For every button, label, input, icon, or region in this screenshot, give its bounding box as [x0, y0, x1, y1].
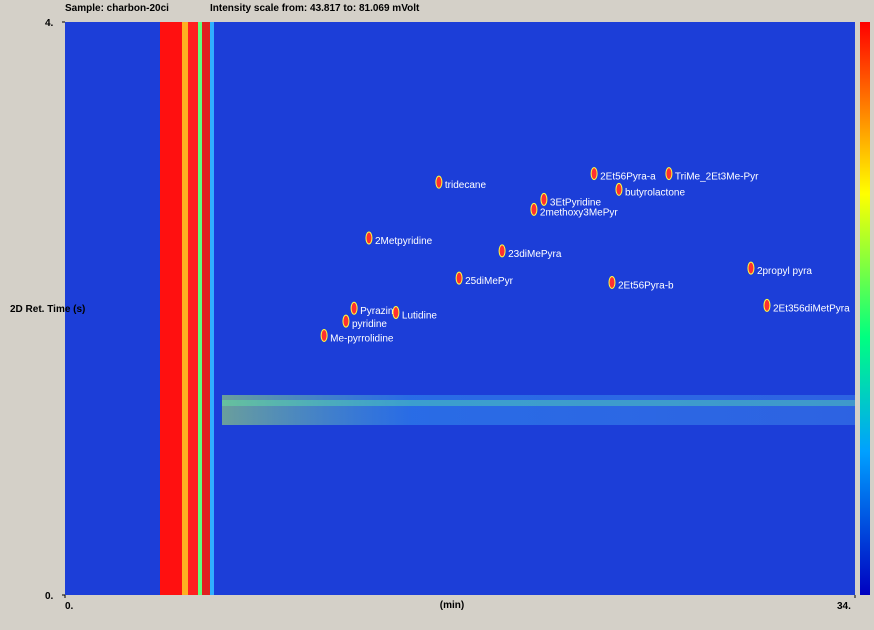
- peak-label: 25diMePyr: [465, 276, 513, 287]
- peak-spot: [321, 329, 327, 341]
- peak-label: 2methoxy3MePyr: [540, 207, 618, 218]
- peak-label: tridecane: [445, 180, 487, 191]
- peak-spot: [436, 176, 442, 188]
- peak-spot: [609, 276, 615, 288]
- peak-spot: [456, 272, 462, 284]
- chart: Sample: charbon-20ci Intensity scale fro…: [0, 0, 874, 625]
- peak-spot: [591, 168, 597, 180]
- peak-label: 23diMePyra: [508, 249, 562, 260]
- peak-spot: [764, 299, 770, 311]
- peak-label: Me-pyrrolidine: [330, 333, 394, 344]
- peak-spot: [343, 315, 349, 327]
- peak-spot: [366, 232, 372, 244]
- peak-spot: [666, 168, 672, 180]
- color-bar: [860, 22, 870, 595]
- y-axis-label: 2D Ret. Time (s): [10, 304, 85, 315]
- x-tick-label: 34.: [837, 601, 851, 612]
- peak-spot: [748, 262, 754, 274]
- solvent-band: [182, 22, 188, 595]
- solvent-band: [198, 22, 202, 595]
- y-tick-label: 4.: [45, 18, 54, 29]
- peak-label: TriMe_2Et3Me-Pyr: [675, 172, 759, 183]
- peak-spot: [531, 203, 537, 215]
- x-axis-label: (min): [440, 600, 464, 611]
- peak-spot: [541, 193, 547, 205]
- solvent-band: [188, 22, 198, 595]
- solvent-band: [210, 22, 214, 595]
- solvent-band: [160, 22, 182, 595]
- chart-subtitle: Intensity scale from: 43.817 to: 81.069 …: [210, 3, 420, 14]
- peak-label: 2Et56Pyra-b: [618, 280, 674, 291]
- chart-title: Sample: charbon-20ci: [65, 3, 169, 14]
- peak-label: 2propyl pyra: [757, 266, 812, 277]
- y-tick-label: 0.: [45, 591, 54, 602]
- peak-label: Lutidine: [402, 311, 437, 322]
- peak-spot: [499, 245, 505, 257]
- peak-label: 2Et356diMetPyra: [773, 303, 850, 314]
- peak-label: butyrolactone: [625, 187, 685, 198]
- peak-label: pyridine: [352, 319, 387, 330]
- bleed-streak: [222, 400, 855, 406]
- peak-spot: [616, 183, 622, 195]
- peak-spot: [393, 307, 399, 319]
- bleed-streak: [222, 395, 855, 425]
- x-tick-label: 0.: [65, 601, 74, 612]
- solvent-band: [202, 22, 210, 595]
- peak-spot: [351, 302, 357, 314]
- peak-label: 2Et56Pyra-a: [600, 172, 656, 183]
- peak-label: 2Metpyridine: [375, 236, 433, 247]
